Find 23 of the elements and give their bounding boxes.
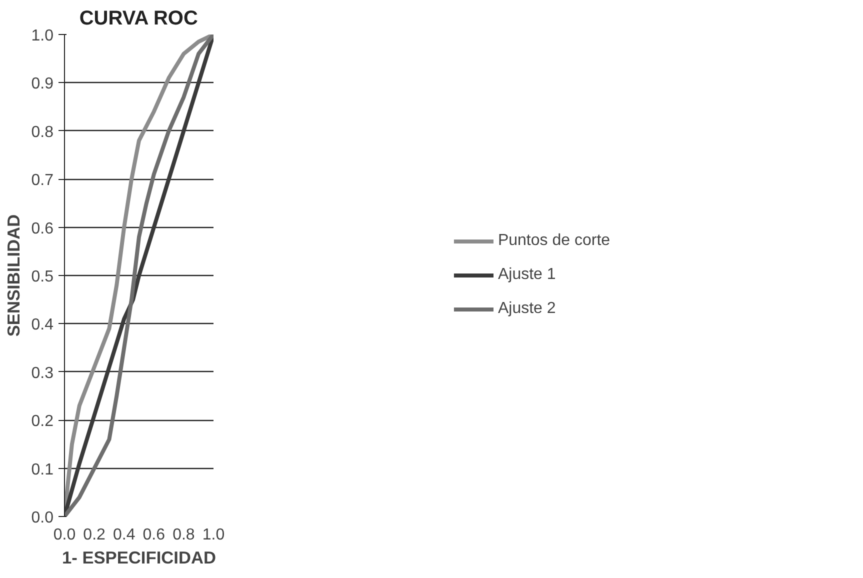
y-tick-label: 0.5 <box>31 268 54 286</box>
legend-label: Ajuste 2 <box>498 300 556 318</box>
y-tick-label: 0.1 <box>31 461 54 478</box>
y-tick-label: 0.0 <box>31 510 54 526</box>
x-tick-label: 0.6 <box>142 526 166 544</box>
x-tick-label: 0.2 <box>83 526 106 544</box>
y-tick-label: 0.3 <box>31 364 54 382</box>
y-tick-label: 0.8 <box>31 124 54 141</box>
y-tick-label: 0.2 <box>31 413 54 430</box>
y-tick-label: 1.0 <box>31 28 54 44</box>
x-tick-label: 0.0 <box>53 526 76 544</box>
y-tick-label: 0.9 <box>31 76 54 93</box>
x-tick-label: 0.4 <box>112 526 136 544</box>
x-axis-title: 1- ESPECIFICIDAD <box>62 548 216 568</box>
y-tick-label: 0.6 <box>31 220 54 238</box>
y-tick-label: 0.4 <box>31 316 54 334</box>
x-tick-label: 0.8 <box>172 526 195 544</box>
legend-label: Puntos de corte <box>498 232 610 250</box>
chart-title: CURVA ROC <box>79 8 198 30</box>
y-axis-title: SENSIBILIDAD <box>3 214 24 337</box>
y-tick-label: 0.7 <box>31 172 54 190</box>
x-tick-label: 1.0 <box>202 526 225 544</box>
legend-label: Ajuste 1 <box>498 266 556 284</box>
